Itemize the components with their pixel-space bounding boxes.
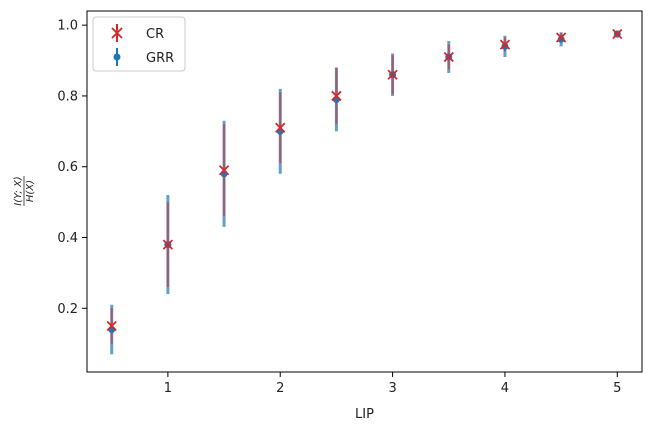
x-tick-label: 5 [613, 381, 621, 396]
cr-point [331, 90, 342, 102]
y-axis-ticks: 0.2 0.4 0.6 0.8 1.0 [57, 19, 87, 317]
legend-cr-label: CR [146, 27, 164, 42]
x-tick-label: 4 [501, 381, 509, 396]
y-axis-label: I(Y; X) H(X) [13, 176, 36, 206]
y-axis-label-numerator: I(Y; X) [13, 176, 24, 205]
cr-point [275, 122, 286, 133]
cr-point [387, 69, 398, 80]
x-axis-label: LIP [355, 407, 374, 422]
grr-point [557, 35, 565, 43]
y-tick-label: 0.8 [57, 89, 78, 104]
x-tick-label: 1 [164, 381, 172, 396]
data-markers [106, 28, 623, 334]
x-axis-ticks: 1 2 3 4 5 [164, 372, 621, 396]
grr-point [501, 42, 509, 50]
y-tick-label: 0.6 [57, 160, 78, 175]
cr-point [499, 39, 511, 50]
cr-point [218, 165, 230, 176]
y-tick-label: 0.4 [57, 231, 78, 246]
legend-item-cr: CR [111, 24, 164, 42]
legend: CR GRR [92, 16, 186, 72]
x-tick-label: 2 [276, 381, 284, 396]
cr-point [612, 28, 623, 40]
legend-cr-marker [111, 27, 123, 39]
legend-grr-label: GRR [146, 51, 174, 66]
cr-point [162, 239, 174, 250]
y-tick-label: 0.2 [57, 302, 78, 317]
cr-point [106, 320, 117, 332]
x-tick-label: 3 [388, 381, 396, 396]
cr-point [555, 32, 567, 43]
legend-item-grr: GRR [113, 48, 174, 66]
y-axis-label-denominator: H(X) [25, 180, 36, 202]
legend-grr-marker [113, 53, 121, 61]
y-tick-label: 1.0 [57, 19, 78, 34]
cr-point [443, 51, 454, 63]
